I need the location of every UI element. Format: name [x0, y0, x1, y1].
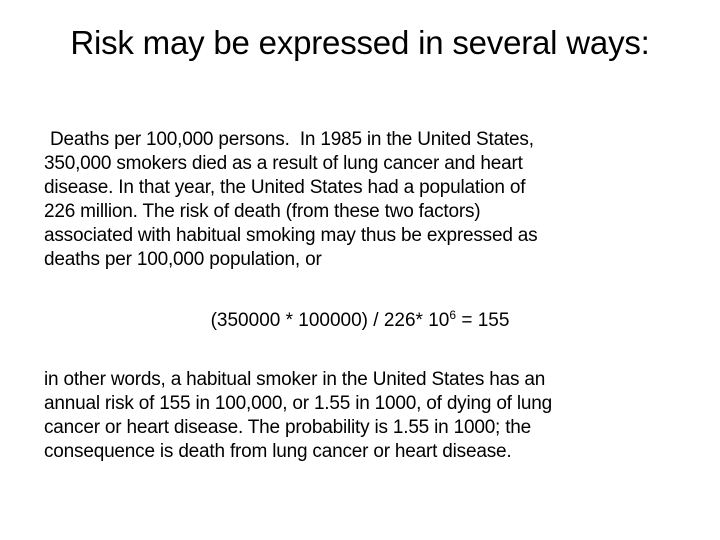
paragraph-lead-phrase: Deaths per 100,000 persons.	[50, 129, 290, 150]
paragraph-line-text: In 1985 in the United States,	[289, 129, 534, 150]
paragraph-line: disease. In that year, the United States…	[44, 177, 526, 198]
paragraph-line: 350,000 smokers died as a result of lung…	[44, 153, 523, 174]
paragraph-line: Deaths per 100,000 persons. In 1985 in t…	[44, 128, 684, 152]
paragraph-line: consequence is death from lung cancer or…	[44, 441, 512, 462]
paragraph-line: associated with habitual smoking may thu…	[44, 225, 538, 246]
paragraph-line: 226 million. The risk of death (from the…	[44, 201, 481, 222]
equation-expression: (350000 * 100000) / 226* 106 = 155	[211, 308, 510, 334]
paragraph-line: in other words, a habitual smoker in the…	[44, 369, 546, 390]
slide-title: Risk may be expressed in several ways:	[70, 24, 650, 61]
paragraph-line: annual risk of 155 in 100,000, or 1.55 i…	[44, 393, 552, 414]
risk-equation: (350000 * 100000) / 226* 106 = 155	[0, 308, 720, 334]
equation-left: (350000 * 100000) / 226* 10	[210, 310, 450, 331]
equation-result: = 155	[456, 310, 510, 331]
paragraph-deaths-per-100000: Deaths per 100,000 persons. In 1985 in t…	[44, 128, 684, 272]
paragraph-interpretation: in other words, a habitual smoker in the…	[44, 368, 684, 464]
equation-exponent: 6	[449, 308, 457, 322]
paragraph-line: cancer or heart disease. The probability…	[44, 417, 532, 438]
paragraph-line: deaths per 100,000 population, or	[44, 249, 322, 270]
